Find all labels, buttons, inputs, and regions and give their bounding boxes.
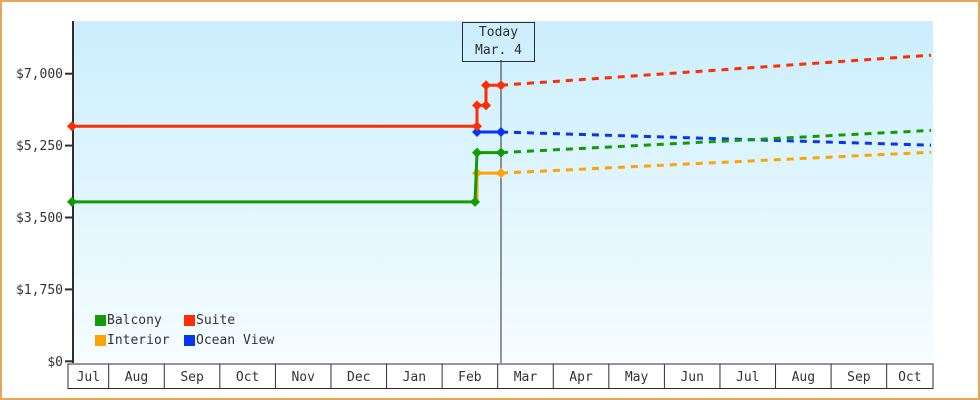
x-month-label: Mar	[514, 370, 538, 385]
legend-label: Ocean View	[196, 332, 275, 348]
series-ocean-view-point	[472, 127, 482, 138]
ocean-view-swatch-icon	[184, 334, 195, 346]
x-month-label: Jan	[403, 370, 426, 385]
x-month-label: Jul	[77, 370, 100, 385]
plot-area	[73, 21, 933, 362]
x-month-label: Oct	[236, 370, 259, 385]
legend-label: Balcony	[107, 312, 162, 328]
x-month-label: Apr	[569, 370, 593, 385]
x-month-label: Nov	[291, 370, 315, 385]
today-label: Today	[478, 25, 519, 40]
x-month-label: Jun	[680, 370, 703, 385]
series-suite-point	[67, 121, 77, 132]
x-month-label: Sep	[180, 370, 204, 385]
legend-item-ocean-view: Ocean View	[184, 332, 275, 348]
x-month-label: Sep	[847, 370, 871, 385]
series-balcony-point	[472, 147, 482, 158]
x-month-label: Aug	[125, 370, 148, 385]
series-ocean-view-point	[496, 127, 506, 138]
interior-swatch-icon	[95, 334, 106, 346]
legend-item-interior: Interior	[95, 332, 184, 348]
legend-label: Suite	[196, 312, 236, 328]
series-balcony-point	[470, 196, 480, 207]
series-suite-forecast-line	[500, 53, 932, 87]
series-suite-point	[481, 80, 491, 91]
balcony-swatch-icon	[95, 314, 106, 326]
y-tick-label: $3,500	[16, 211, 63, 226]
legend-item-suite: Suite	[184, 312, 274, 328]
x-month-label: Dec	[347, 370, 370, 385]
y-tick-label: $1,750	[16, 283, 63, 298]
x-month-label: Jul	[736, 370, 759, 385]
x-axis-band	[67, 363, 934, 389]
series-interior-forecast-line	[500, 150, 932, 175]
y-tick-label: $5,250	[16, 139, 63, 154]
series-suite-point	[472, 121, 482, 132]
series-interior-point	[496, 168, 506, 179]
legend-label: Interior	[107, 332, 170, 348]
series-balcony-point	[496, 147, 506, 158]
series-ocean-view-forecast-line	[500, 130, 932, 147]
x-month-label: May	[625, 370, 649, 385]
series-suite-point	[496, 80, 506, 91]
today-annotation: Today Mar. 4	[462, 22, 535, 62]
series-balcony-forecast-line	[500, 128, 932, 155]
today-date: Mar. 4	[475, 43, 522, 58]
series-suite-point	[472, 100, 482, 111]
chart-legend: Balcony Suite Interior Ocean View	[95, 312, 275, 348]
series-balcony-history-line	[72, 151, 501, 204]
x-month-label: Oct	[898, 370, 921, 385]
y-tick-label: $7,000	[16, 67, 63, 82]
x-month-label: Aug	[792, 370, 815, 385]
y-tick-label: $0	[47, 355, 63, 370]
x-month-label: Feb	[458, 370, 482, 385]
suite-swatch-icon	[184, 314, 195, 326]
legend-item-balcony: Balcony	[95, 312, 184, 328]
series-suite-point	[481, 100, 491, 111]
series-balcony-point	[67, 196, 77, 207]
